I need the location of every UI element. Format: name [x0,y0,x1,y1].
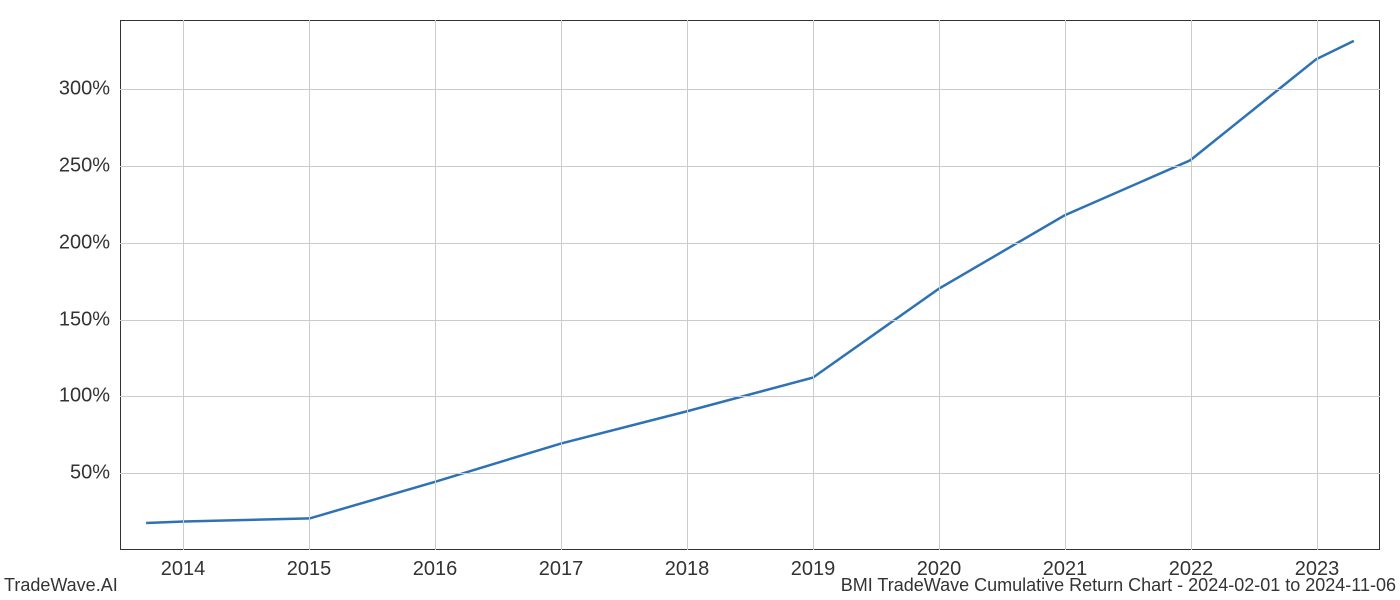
x-tick-label: 2018 [665,558,710,581]
x-tick-label: 2019 [791,558,836,581]
grid-line-v [1317,20,1318,550]
y-tick-label: 200% [40,231,110,254]
grid-line-v [687,20,688,550]
x-tick-label: 2023 [1295,558,1340,581]
chart-container [120,20,1380,550]
y-tick-label: 150% [40,308,110,331]
footer-brand: TradeWave.AI [4,575,118,596]
y-tick-label: 250% [40,154,110,177]
x-tick-label: 2015 [287,558,332,581]
x-tick-label: 2021 [1043,558,1088,581]
y-tick-label: 100% [40,385,110,408]
x-tick-label: 2016 [413,558,458,581]
grid-line-v [939,20,940,550]
grid-line-v [435,20,436,550]
x-tick-label: 2022 [1169,558,1214,581]
grid-line-v [183,20,184,550]
grid-line-v [1191,20,1192,550]
y-tick-label: 50% [40,462,110,485]
grid-line-v [561,20,562,550]
grid-line-v [813,20,814,550]
grid-line-v [1065,20,1066,550]
grid-line-v [309,20,310,550]
x-tick-label: 2014 [161,558,206,581]
y-tick-label: 300% [40,78,110,101]
x-tick-label: 2020 [917,558,962,581]
x-tick-label: 2017 [539,558,584,581]
